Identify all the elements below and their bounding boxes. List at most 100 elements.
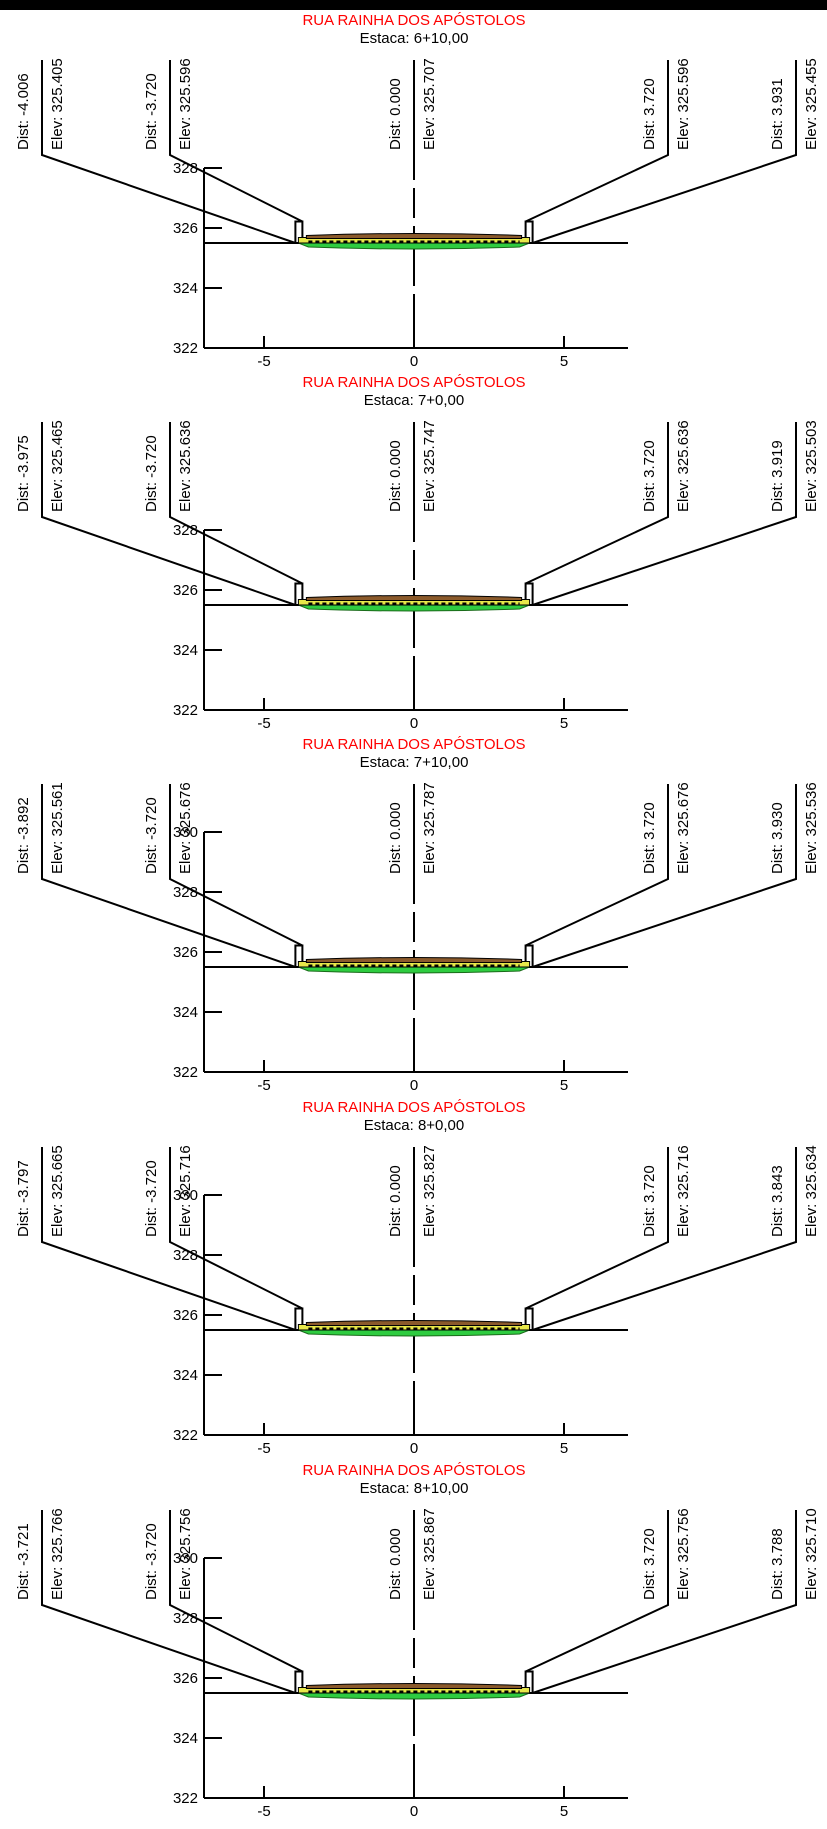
leader-line — [41, 60, 296, 244]
x-tick-label: 0 — [410, 1803, 418, 1820]
x-tick-label: 5 — [560, 1077, 568, 1094]
point-label-3-elev: Elev: 325.707 — [421, 58, 438, 150]
point-label-2-dist: Dist: -3.720 — [143, 73, 160, 150]
point-label-3-dist: Dist: 0.000 — [387, 78, 404, 150]
x-tick-label: -5 — [257, 1077, 270, 1094]
point-label-4-elev: Elev: 325.756 — [675, 1508, 692, 1600]
y-tick-label: 322 — [173, 1790, 198, 1807]
point-label-5-elev: Elev: 325.710 — [803, 1508, 820, 1600]
y-tick-label: 322 — [173, 1064, 198, 1081]
x-tick-label: 0 — [410, 1077, 418, 1094]
section-station: Estaca: 6+10,00 — [360, 30, 469, 47]
point-label-4-elev: Elev: 325.636 — [675, 420, 692, 512]
point-label-5-dist: Dist: 3.788 — [769, 1528, 786, 1600]
subbase-layer — [298, 242, 530, 250]
y-tick-label: 328 — [173, 522, 198, 539]
point-label-1-elev: Elev: 325.465 — [49, 420, 66, 512]
x-tick-label: -5 — [257, 353, 270, 370]
section-station: Estaca: 8+10,00 — [360, 1480, 469, 1497]
pavement-layer — [305, 1683, 523, 1689]
pavement-layer — [305, 233, 523, 239]
point-label-2-elev: Elev: 325.676 — [177, 782, 194, 874]
left-curb — [294, 944, 304, 967]
point-label-4-elev: Elev: 325.716 — [675, 1145, 692, 1237]
y-tick-label: 324 — [173, 1730, 198, 1747]
left-curb — [294, 1307, 304, 1330]
y-tick-label: 330 — [173, 1550, 198, 1567]
right-curb — [524, 1670, 534, 1693]
leader-line — [169, 1510, 303, 1673]
point-label-4-dist: Dist: 3.720 — [641, 440, 658, 512]
point-label-5-elev: Elev: 325.455 — [803, 58, 820, 150]
y-tick-label: 322 — [173, 340, 198, 357]
pavement-layer — [305, 957, 523, 963]
x-tick-label: 0 — [410, 715, 418, 732]
point-label-5-elev: Elev: 325.503 — [803, 420, 820, 512]
point-label-4-dist: Dist: 3.720 — [641, 1528, 658, 1600]
point-label-4-dist: Dist: 3.720 — [641, 78, 658, 150]
point-label-1-elev: Elev: 325.766 — [49, 1508, 66, 1600]
y-tick-label: 324 — [173, 280, 198, 297]
subbase-layer — [298, 1692, 530, 1700]
section-road-name: RUA RAINHA DOS APÓSTOLOS — [302, 1462, 525, 1479]
y-tick-label: 326 — [173, 220, 198, 237]
x-tick-label: 0 — [410, 1440, 418, 1457]
x-tick-label: 5 — [560, 1440, 568, 1457]
point-label-3-elev: Elev: 325.747 — [421, 420, 438, 512]
section-station: Estaca: 8+0,00 — [364, 1117, 465, 1134]
point-label-2-elev: Elev: 325.636 — [177, 420, 194, 512]
point-label-5-dist: Dist: 3.930 — [769, 802, 786, 874]
leader-line — [532, 422, 797, 606]
y-tick-label: 324 — [173, 1004, 198, 1021]
leader-line — [525, 784, 669, 947]
point-label-2-elev: Elev: 325.596 — [177, 58, 194, 150]
point-label-3-dist: Dist: 0.000 — [387, 802, 404, 874]
point-label-4-dist: Dist: 3.720 — [641, 802, 658, 874]
point-label-1-elev: Elev: 325.561 — [49, 782, 66, 874]
y-tick-label: 326 — [173, 944, 198, 961]
left-curb — [294, 582, 304, 605]
point-label-1-dist: Dist: -3.797 — [15, 1160, 32, 1237]
point-label-4-dist: Dist: 3.720 — [641, 1165, 658, 1237]
leader-line — [525, 60, 669, 223]
leader-line — [41, 1510, 296, 1694]
leader-line — [532, 784, 797, 968]
x-tick-label: -5 — [257, 715, 270, 732]
point-label-1-dist: Dist: -4.006 — [15, 73, 32, 150]
y-tick-label: 322 — [173, 1427, 198, 1444]
point-label-2-elev: Elev: 325.716 — [177, 1145, 194, 1237]
section-station: Estaca: 7+10,00 — [360, 754, 469, 771]
leader-line — [525, 1147, 669, 1310]
point-label-3-dist: Dist: 0.000 — [387, 440, 404, 512]
left-curb — [294, 1670, 304, 1693]
leader-line — [41, 422, 296, 606]
point-label-1-dist: Dist: -3.975 — [15, 435, 32, 512]
point-label-3-elev: Elev: 325.827 — [421, 1145, 438, 1237]
point-label-3-dist: Dist: 0.000 — [387, 1165, 404, 1237]
section-road-name: RUA RAINHA DOS APÓSTOLOS — [302, 1099, 525, 1116]
point-label-1-dist: Dist: -3.892 — [15, 797, 32, 874]
y-tick-label: 328 — [173, 160, 198, 177]
y-tick-label: 326 — [173, 582, 198, 599]
section-road-name: RUA RAINHA DOS APÓSTOLOS — [302, 12, 525, 29]
y-tick-label: 328 — [173, 884, 198, 901]
point-label-4-elev: Elev: 325.596 — [675, 58, 692, 150]
right-curb — [524, 582, 534, 605]
point-label-2-dist: Dist: -3.720 — [143, 1523, 160, 1600]
section-road-name: RUA RAINHA DOS APÓSTOLOS — [302, 736, 525, 753]
y-tick-label: 328 — [173, 1247, 198, 1264]
leader-line — [169, 422, 303, 585]
x-tick-label: 5 — [560, 353, 568, 370]
section-road-name: RUA RAINHA DOS APÓSTOLOS — [302, 374, 525, 391]
top-border-bar — [0, 0, 827, 10]
leader-line — [532, 1147, 797, 1331]
point-label-5-dist: Dist: 3.919 — [769, 440, 786, 512]
subbase-layer — [298, 1329, 530, 1337]
y-tick-label: 324 — [173, 642, 198, 659]
point-label-3-elev: Elev: 325.787 — [421, 782, 438, 874]
